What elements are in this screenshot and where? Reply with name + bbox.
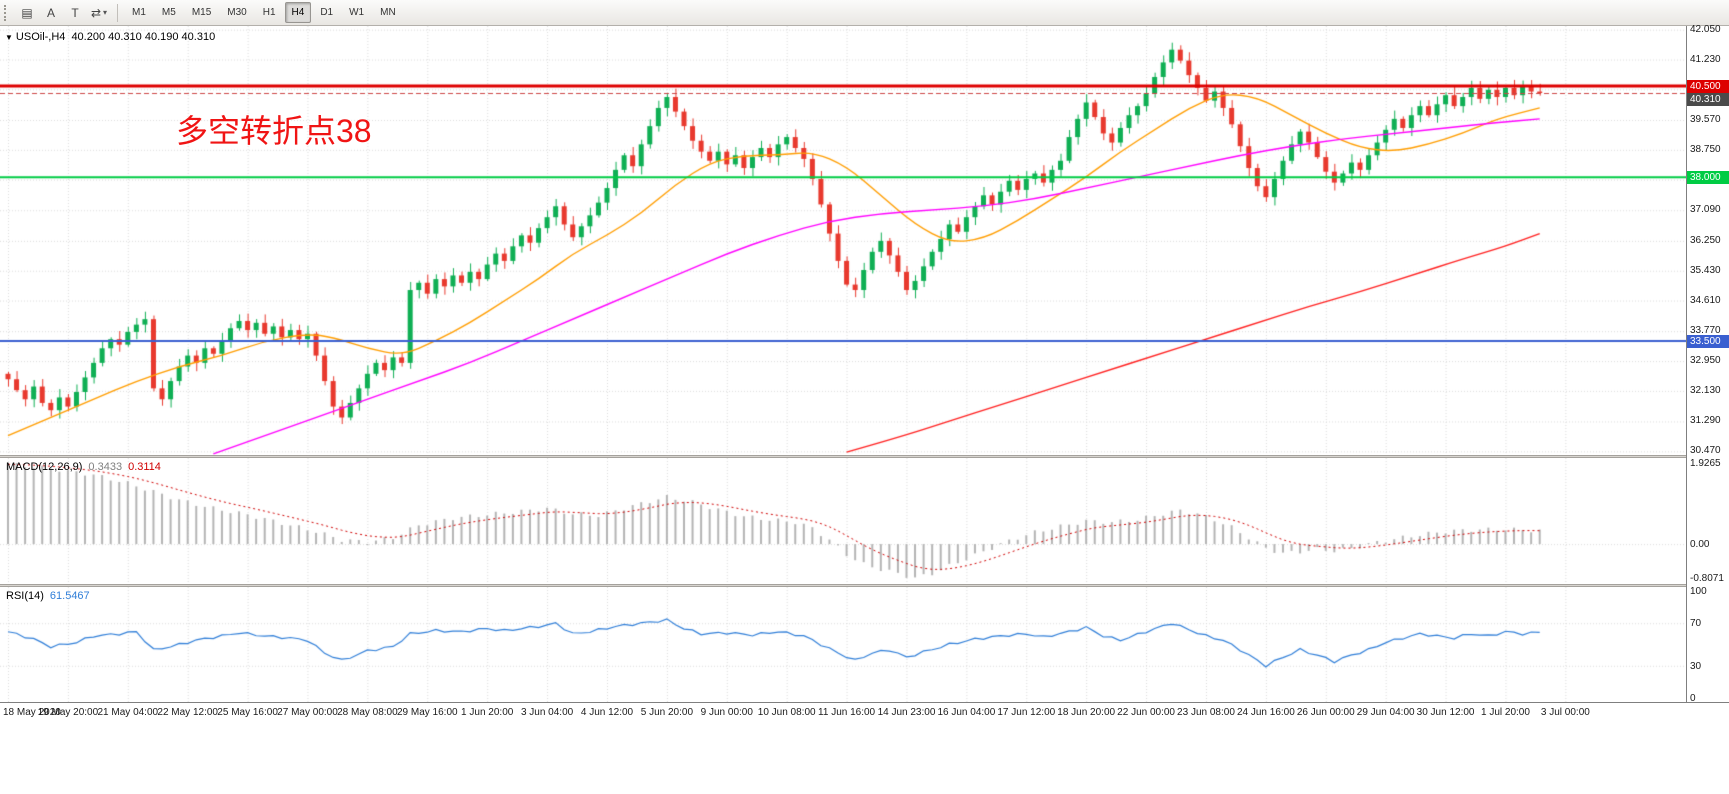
price-tick-label: 34.610 <box>1690 294 1721 306</box>
price-tick-label: 33.770 <box>1690 325 1721 337</box>
toolbar: ▤ A T ⇄ ▾ M1 M5 M15 M30 H1 H4 D1 W1 MN <box>0 0 1729 26</box>
timeframe-m30[interactable]: M30 <box>227 7 247 18</box>
time-tick-label: 10 Jun 08:00 <box>757 707 816 718</box>
time-tick-label: 1 Jun 20:00 <box>461 707 514 718</box>
macd-tick-label: 0.00 <box>1690 539 1710 551</box>
price-tick-label: 35.430 <box>1690 264 1721 276</box>
macd-canvas[interactable] <box>0 458 1686 584</box>
time-tick-label: 18 Jun 20:00 <box>1057 707 1116 718</box>
chart-window-icon[interactable]: ▤ <box>21 5 33 20</box>
annotate-letter-icon[interactable]: A <box>46 5 55 20</box>
time-tick-label: 4 Jun 12:00 <box>580 707 634 718</box>
macd-tick-label: 1.9265 <box>1690 458 1721 470</box>
timeframe-h4[interactable]: H4 <box>284 2 312 23</box>
time-tick-label: 28 May 08:00 <box>337 707 398 718</box>
rsi-tick-label: 30 <box>1690 660 1702 672</box>
rsi-value: 61.5467 <box>49 590 90 602</box>
rsi-indicator-label: RSI(14) 61.5467 <box>6 590 90 602</box>
timeframe-m5[interactable]: M5 <box>161 7 176 18</box>
timeframe-d1[interactable]: D1 <box>320 7 334 18</box>
time-tick-label: 25 May 16:00 <box>217 707 278 718</box>
price-level-badge: 38.000 <box>1687 171 1729 185</box>
price-tick-label: 32.950 <box>1690 355 1721 367</box>
timeframe-w1[interactable]: W1 <box>349 7 365 18</box>
rsi-canvas[interactable] <box>0 587 1686 702</box>
time-axis[interactable]: 18 May 2020 19 May 20:00 21 May 04:00 22 Ma… <box>0 702 1729 724</box>
rsi-tick-label: 0 <box>1690 692 1696 704</box>
time-tick-label: 9 Jun 00:00 <box>700 707 753 718</box>
price-axis[interactable]: 42.05041.23040.41039.57038.75037.93037.0… <box>1686 23 1729 704</box>
symbol-period-label: USOil-,H4 <box>15 31 66 43</box>
chart-header: ▼ USOil-,H4 40.200 40.310 40.190 40.310 <box>5 31 215 43</box>
rsi-name: RSI(14) <box>6 590 44 602</box>
toolbar-separator <box>117 3 118 22</box>
price-tick-label: 41.230 <box>1690 53 1721 65</box>
time-tick-label: 23 Jun 08:00 <box>1177 707 1235 718</box>
time-tick-label: 17 Jun 12:00 <box>997 707 1056 718</box>
symbol-cycle-icon[interactable]: ⇄ ▾ <box>90 5 108 20</box>
time-tick-label: 14 Jun 23:00 <box>877 707 936 718</box>
timeframe-m1[interactable]: M1 <box>132 7 146 18</box>
panel-separator-macd[interactable] <box>0 455 1729 458</box>
rsi-tick-label: 100 <box>1690 586 1707 598</box>
price-level-badge: 33.500 <box>1687 335 1729 348</box>
macd-signal-value: 0.3114 <box>128 461 161 473</box>
panel-separator-rsi[interactable] <box>0 584 1729 587</box>
timeframe-m15[interactable]: M15 <box>191 7 212 18</box>
toolbar-icon-group: ▤ A T ⇄ ▾ <box>15 2 111 24</box>
price-tick-label: 32.130 <box>1690 384 1721 396</box>
macd-main-value: 0.3433 <box>88 461 123 473</box>
price-tick-label: 30.470 <box>1690 445 1721 457</box>
macd-indicator-label: MACD(12,26,9) 0.3433 0.3114 <box>6 461 161 473</box>
time-tick-label: 3 Jun 04:00 <box>520 707 574 718</box>
ohlc-values: 40.200 40.310 40.190 40.310 <box>71 31 216 43</box>
rsi-tick-label: 70 <box>1690 618 1702 630</box>
price-tick-label: 39.570 <box>1690 113 1721 125</box>
time-tick-label: 30 Jun 12:00 <box>1416 707 1475 718</box>
time-tick-label: 16 Jun 04:00 <box>937 707 996 718</box>
time-tick-label: 18 May 2020 <box>3 707 61 718</box>
bid-price-badge: 40.310 <box>1687 93 1729 107</box>
timeframe-group: M1 M5 M15 M30 H1 H4 D1 W1 MN <box>124 2 404 23</box>
price-tick-label: 36.250 <box>1690 234 1721 246</box>
price-tick-label: 38.750 <box>1690 143 1721 155</box>
time-tick-label: 19 May 20:00 <box>37 707 99 718</box>
text-tool-icon[interactable]: T <box>71 5 79 20</box>
price-level-badge: 40.500 <box>1687 80 1729 94</box>
time-tick-label: 22 May 12:00 <box>157 707 218 718</box>
time-tick-label: 27 May 00:00 <box>277 707 338 718</box>
timeframe-h1[interactable]: H1 <box>262 7 276 18</box>
time-tick-label: 29 May 16:00 <box>396 707 458 718</box>
time-tick-label: 24 Jun 16:00 <box>1236 707 1295 718</box>
price-tick-label: 31.290 <box>1690 415 1721 427</box>
time-tick-label: 22 Jun 00:00 <box>1117 707 1175 718</box>
macd-name: MACD(12,26,9) <box>6 461 83 473</box>
time-tick-label: 11 Jun 16:00 <box>818 707 876 718</box>
toolbar-grip[interactable] <box>4 4 11 21</box>
price-tick-label: 37.090 <box>1690 204 1721 216</box>
time-tick-label: 21 May 04:00 <box>97 707 159 718</box>
price-chart-canvas[interactable] <box>0 26 1686 455</box>
macd-tick-label: -0.8071 <box>1690 572 1724 584</box>
dropdown-caret-icon: ▾ <box>103 8 108 17</box>
time-tick-label: 1 Jul 20:00 <box>1481 707 1530 718</box>
time-tick-label: 29 Jun 04:00 <box>1356 707 1415 718</box>
timeframe-mn[interactable]: MN <box>380 7 396 18</box>
time-tick-label: 5 Jun 20:00 <box>640 707 694 718</box>
price-tick-label: 42.050 <box>1690 23 1721 35</box>
time-tick-label: 3 Jul 00:00 <box>1540 707 1590 718</box>
time-tick-label: 26 Jun 00:00 <box>1296 707 1355 718</box>
ohlc-collapse-icon[interactable]: ▼ <box>5 33 13 42</box>
chart-annotation-text[interactable]: 多空转折点38 <box>176 113 372 149</box>
